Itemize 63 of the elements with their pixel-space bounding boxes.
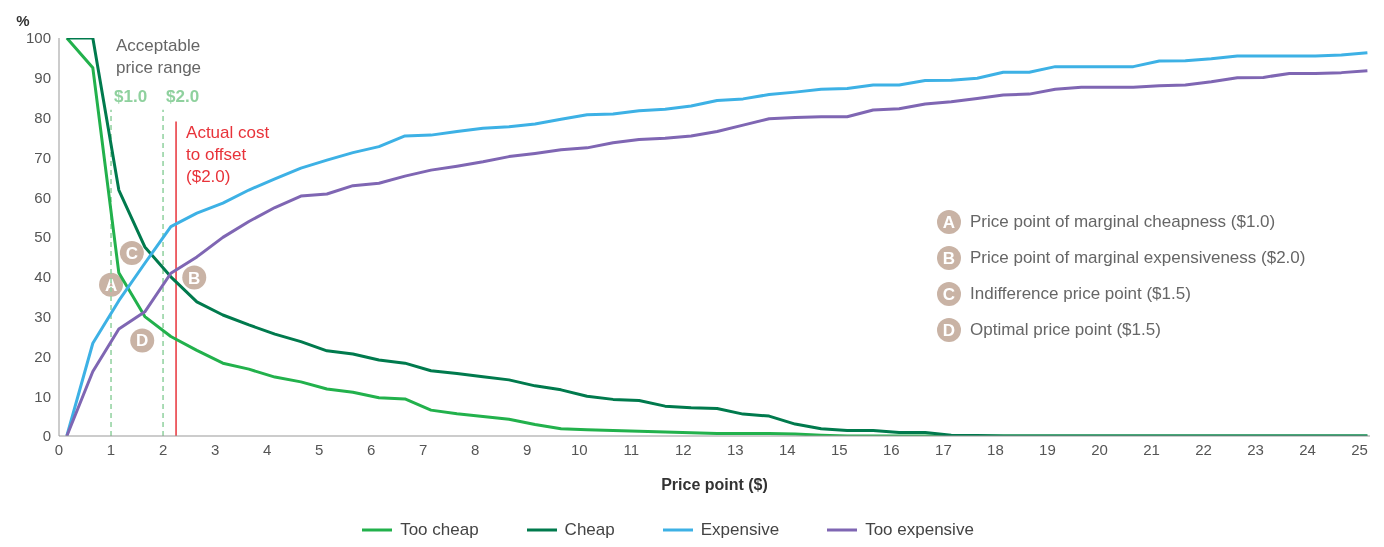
x-tick-label: 6 [366, 440, 376, 458]
letter-badge: D [130, 328, 155, 353]
y-tick-label: 50 [34, 228, 51, 246]
x-tick-label: 19 [1039, 440, 1056, 458]
x-tick-label: 2 [158, 440, 168, 458]
y-tick-label: 10 [34, 387, 51, 405]
letter-badge: B [936, 245, 962, 271]
x-tick-label: 11 [623, 440, 640, 458]
y-tick-label: 40 [34, 268, 51, 286]
letter-badge: A [99, 272, 123, 297]
x-tick-label: 21 [1143, 440, 1160, 458]
ref-line-label: $1.0 [114, 86, 148, 106]
annotation: Acceptable price range [116, 35, 203, 79]
annotation: C [125, 243, 138, 263]
x-tick-label: 9 [523, 440, 532, 458]
x-tick-label: 13 [726, 440, 744, 458]
ref-line-label: $2.0 [166, 86, 200, 106]
x-tick-label: 7 [418, 440, 428, 458]
y-tick-label: 30 [34, 307, 51, 325]
x-tick-label: 8 [471, 440, 480, 458]
y-tick-label: 0 [42, 427, 51, 445]
letter-badge: C [119, 240, 144, 265]
y-tick-label: 90 [34, 69, 51, 87]
annotation: B [188, 268, 201, 288]
x-axis-title: Price point ($) [661, 476, 768, 493]
legend-label: Too expensive [865, 520, 974, 540]
x-tick-label: 3 [210, 440, 220, 458]
x-tick-label: 23 [1247, 440, 1264, 458]
x-tick-label: 14 [778, 440, 796, 458]
letter-badge: A [936, 209, 962, 235]
letter-badge: D [936, 317, 962, 343]
annotation: Indifference price point ($1.5) [970, 284, 1191, 304]
x-tick-label: 0 [54, 440, 64, 458]
annotation: Price point of marginal expensiveness ($2.0) [970, 248, 1306, 268]
x-tick-label: 5 [314, 440, 324, 458]
x-tick-label: 12 [674, 440, 692, 458]
annotation: D [136, 331, 149, 351]
ref-line-label: Actual cost to offset ($2.0) [186, 122, 270, 186]
x-tick-label: 17 [935, 440, 952, 458]
annotation: Price point of marginal cheapness ($1.0) [970, 212, 1276, 232]
legend-label: Expensive [700, 520, 780, 540]
x-tick-label: 10 [570, 440, 588, 458]
x-tick-label: 24 [1299, 440, 1316, 458]
y-tick-label: 70 [34, 148, 51, 166]
y-tick-label: 80 [34, 108, 51, 126]
x-tick-label: 16 [883, 440, 900, 458]
annotation: A [104, 275, 118, 295]
legend-label: Too cheap [400, 520, 479, 540]
x-tick-label: 22 [1195, 440, 1212, 458]
x-tick-label: 15 [831, 440, 848, 458]
y-axis-title: % [16, 12, 30, 29]
y-tick-label: 20 [34, 347, 51, 365]
x-tick-label: 4 [262, 440, 272, 458]
y-tick-label: 60 [34, 188, 51, 206]
letter-badge: C [936, 281, 962, 307]
x-tick-label: 1 [106, 440, 116, 458]
x-tick-label: 18 [987, 440, 1004, 458]
annotation: Optimal price point ($1.5) [970, 320, 1161, 340]
legend-label: Cheap [564, 520, 615, 540]
y-tick-label: 100 [25, 29, 51, 47]
x-tick-label: 20 [1091, 440, 1108, 458]
x-tick-label: 25 [1351, 440, 1368, 458]
letter-badge: B [182, 265, 207, 290]
